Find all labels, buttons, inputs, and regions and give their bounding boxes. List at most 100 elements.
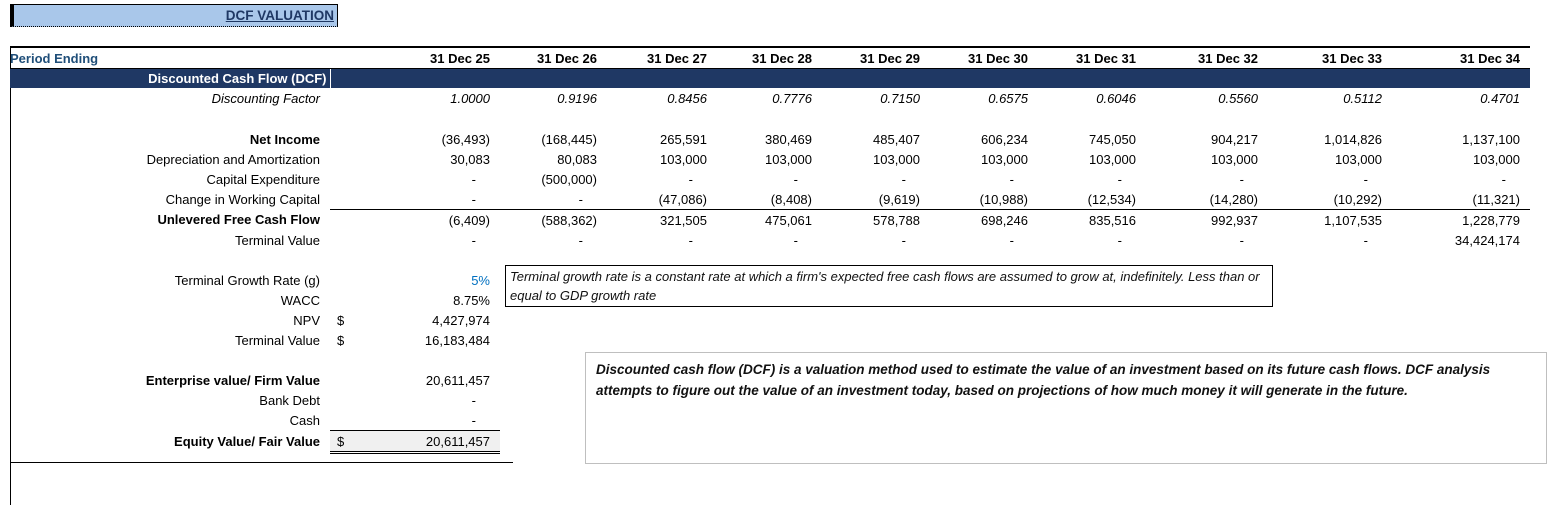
cell-value[interactable]: 1,137,100 — [1462, 131, 1520, 147]
row-label[interactable]: NPV — [293, 312, 320, 328]
cell-value[interactable]: 103,000 — [660, 151, 707, 167]
row-label[interactable]: Terminal Growth Rate (g) — [174, 272, 320, 288]
terminal-growth-note-box[interactable]: Terminal growth rate is a constant rate … — [505, 265, 1273, 307]
cell-value[interactable]: 0.9196 — [557, 90, 597, 106]
cell-value[interactable]: (36,493) — [441, 131, 490, 147]
date-header[interactable]: 31 Dec 32 — [1146, 46, 1268, 69]
cell-value[interactable]: - — [901, 232, 906, 248]
cell-value[interactable]: 1,228,779 — [1392, 209, 1530, 230]
date-header[interactable]: 31 Dec 27 — [607, 46, 717, 69]
cell-value[interactable]: (6,409) — [330, 209, 500, 230]
cell-cash[interactable]: - — [330, 410, 500, 431]
cell-value[interactable]: (8,408) — [770, 191, 812, 207]
cell-value[interactable]: 265,591 — [660, 131, 707, 147]
sheet-title[interactable]: DCF VALUATION — [10, 4, 338, 27]
cell-value[interactable]: 0.5112 — [1343, 90, 1382, 106]
cell-value[interactable]: 1,014,826 — [1324, 131, 1382, 147]
cell-value[interactable]: 0.6046 — [1096, 90, 1136, 106]
cell-value[interactable]: 475,061 — [717, 209, 822, 230]
cell-value[interactable]: (11,321) — [1472, 191, 1520, 207]
cell-value[interactable]: 103,000 — [1335, 151, 1382, 167]
cell-value[interactable]: - — [793, 232, 798, 248]
cell-value[interactable]: - — [1239, 232, 1244, 248]
row-label[interactable]: Bank Debt — [259, 392, 320, 408]
cell-value[interactable]: - — [471, 191, 476, 207]
cell-value[interactable]: 34,424,174 — [1454, 232, 1520, 248]
cell-value[interactable]: 1,107,535 — [1268, 209, 1392, 230]
cell-value[interactable]: (588,362) — [500, 209, 607, 230]
cell-value[interactable]: 992,937 — [1146, 209, 1268, 230]
cell-value[interactable]: 0.7150 — [880, 90, 920, 106]
cell-value[interactable]: 0.5560 — [1218, 90, 1258, 106]
cell-value[interactable]: - — [1009, 232, 1014, 248]
cell-value[interactable]: 103,000 — [1473, 151, 1520, 167]
cell-value[interactable]: - — [471, 171, 476, 187]
cell-wacc[interactable]: 8.75% — [330, 290, 500, 310]
cell-value[interactable]: 380,469 — [765, 131, 812, 147]
row-label[interactable]: Net Income — [249, 131, 320, 147]
cell-value[interactable]: - — [578, 232, 583, 248]
date-header[interactable]: 31 Dec 30 — [930, 46, 1038, 69]
cell-value[interactable]: 80,083 — [557, 151, 597, 167]
row-label[interactable]: WACC — [280, 292, 320, 308]
cell-value[interactable]: 835,516 — [1038, 209, 1146, 230]
empty-cells[interactable] — [500, 330, 1530, 350]
cell-value[interactable]: (10,988) — [979, 191, 1028, 207]
row-label[interactable]: Cash — [289, 412, 320, 428]
cell-value[interactable]: 103,000 — [981, 151, 1028, 167]
row-label[interactable]: Capital Expenditure — [206, 171, 320, 187]
dcf-definition-note-box[interactable]: Discounted cash flow (DCF) is a valuatio… — [585, 352, 1547, 464]
cell-value[interactable]: 0.4701 — [1480, 90, 1520, 106]
row-label[interactable]: Unlevered Free Cash Flow — [157, 212, 320, 228]
cell-value[interactable]: - — [1117, 171, 1122, 187]
cell-terminal-value[interactable]: $ 16,183,484 — [330, 330, 500, 350]
date-header[interactable]: 31 Dec 25 — [330, 46, 500, 69]
cell-value[interactable]: 103,000 — [873, 151, 920, 167]
cell-value[interactable]: 606,234 — [981, 131, 1028, 147]
row-label[interactable]: Change in Working Capital — [165, 191, 320, 207]
row-label[interactable]: Equity Value/ Fair Value — [174, 434, 320, 449]
cell-value[interactable]: - — [1117, 232, 1122, 248]
cell-value[interactable]: - — [1009, 171, 1014, 187]
cell-value[interactable]: (14,280) — [1209, 191, 1258, 207]
cell-value[interactable]: - — [1501, 171, 1506, 187]
cell-value[interactable]: (10,292) — [1333, 191, 1382, 207]
cell-value[interactable]: 0.8456 — [667, 90, 707, 106]
cell-value[interactable]: (500,000) — [541, 171, 597, 187]
cell-value[interactable]: - — [688, 232, 693, 248]
cell-enterprise-value[interactable]: 20,611,457 — [330, 370, 500, 390]
cell-equity-value[interactable]: $ 20,611,457 — [330, 430, 500, 454]
cell-value[interactable]: - — [688, 171, 693, 187]
cell-value[interactable]: 1.0000 — [450, 90, 490, 106]
cell-value[interactable]: 904,217 — [1211, 131, 1258, 147]
cell-value[interactable]: 578,788 — [822, 209, 930, 230]
cell-npv[interactable]: $ 4,427,974 — [330, 310, 500, 330]
cell-value[interactable]: - — [1363, 232, 1368, 248]
input-cell-terminal-growth[interactable]: 5% — [330, 270, 500, 290]
cell-value[interactable]: 745,050 — [1089, 131, 1136, 147]
date-header[interactable]: 31 Dec 29 — [822, 46, 930, 69]
cell-value[interactable]: - — [1363, 171, 1368, 187]
cell-value[interactable]: - — [471, 232, 476, 248]
cell-value[interactable]: - — [793, 171, 798, 187]
cell-value[interactable]: (168,445) — [541, 131, 597, 147]
cell-value[interactable]: 698,246 — [930, 209, 1038, 230]
cell-value[interactable]: - — [1239, 171, 1244, 187]
date-header[interactable]: 31 Dec 31 — [1038, 46, 1146, 69]
row-label[interactable]: Terminal Value — [234, 232, 320, 248]
cell-bank-debt[interactable]: - — [330, 390, 500, 410]
row-label[interactable]: Discounting Factor — [211, 90, 320, 106]
empty-cells[interactable] — [10, 108, 1530, 129]
cell-value[interactable]: 485,407 — [873, 131, 920, 147]
date-header[interactable]: 31 Dec 34 — [1392, 46, 1530, 69]
date-header[interactable]: 31 Dec 33 — [1268, 46, 1392, 69]
cell-value[interactable]: 321,505 — [607, 209, 717, 230]
cell-value[interactable]: 0.7776 — [772, 90, 812, 106]
date-header[interactable]: 31 Dec 26 — [500, 46, 607, 69]
date-header[interactable]: 31 Dec 28 — [717, 46, 822, 69]
row-label[interactable]: Depreciation and Amortization — [146, 151, 320, 167]
cell-value[interactable]: - — [901, 171, 906, 187]
cell-value[interactable]: 103,000 — [1211, 151, 1258, 167]
empty-cells[interactable] — [500, 310, 1530, 330]
cell-value[interactable]: 30,083 — [450, 151, 490, 167]
